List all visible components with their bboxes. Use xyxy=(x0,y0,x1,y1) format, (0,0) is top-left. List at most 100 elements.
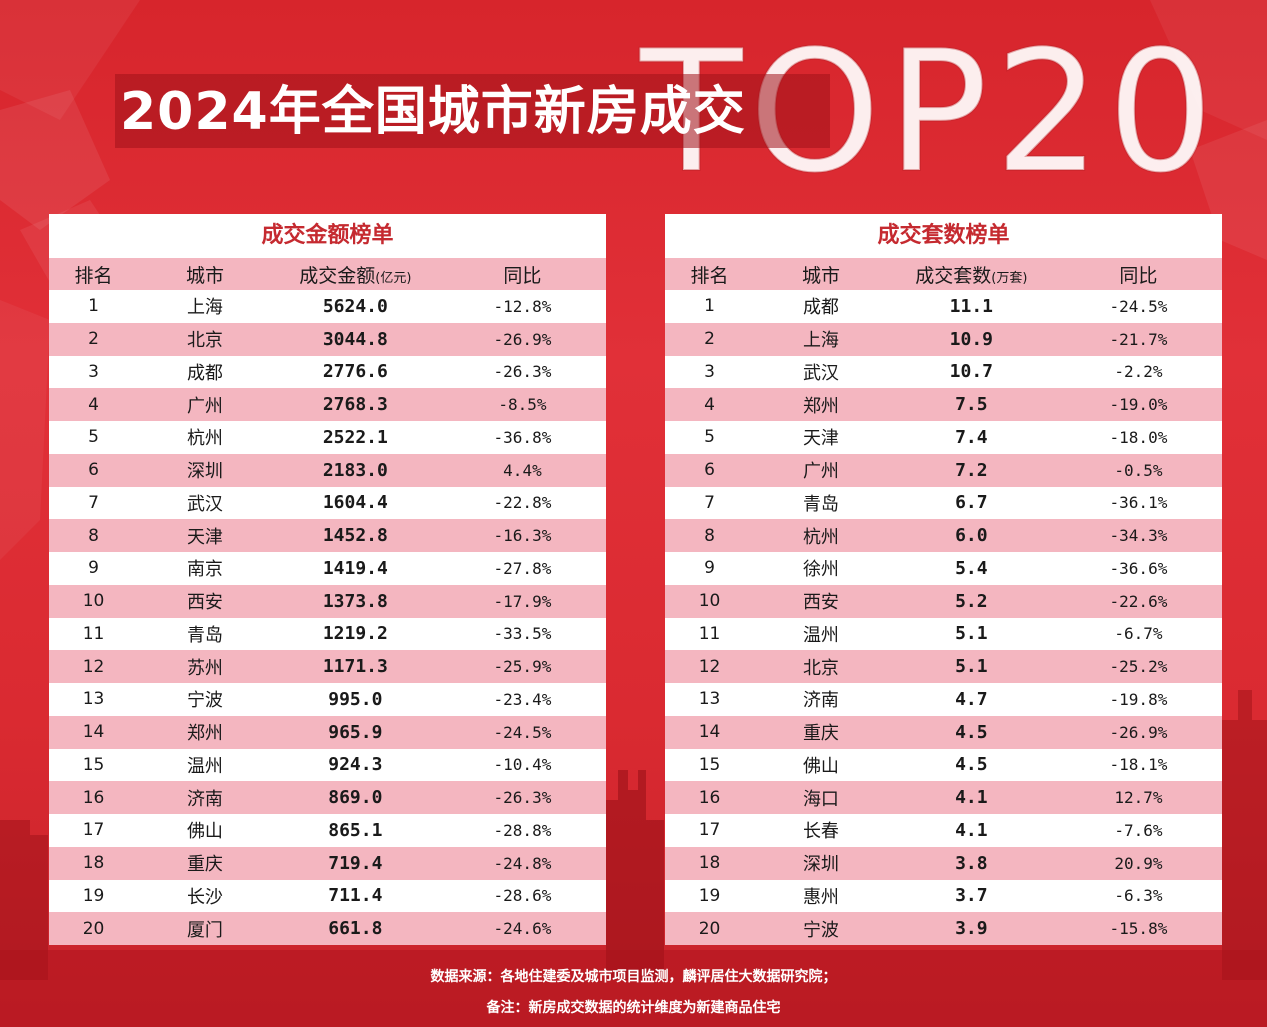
table-row: 19 长沙 711.4 -28.6% xyxy=(49,879,606,913)
value-cell: 6.7 xyxy=(955,492,988,514)
value-cell: 4.1 xyxy=(955,787,988,809)
yoy-cell: -24.8% xyxy=(493,853,552,873)
yoy-cell: -26.9% xyxy=(493,329,552,349)
table-header-row: 排名 城市 成交金额(亿元) 同比 xyxy=(49,258,606,290)
table-row: 20 宁波 3.9 -15.8% xyxy=(665,912,1222,945)
city-cell: 杭州 xyxy=(802,526,839,548)
value-cell: 4.1 xyxy=(955,819,988,841)
table-row: 11 温州 5.1 -6.7% xyxy=(665,617,1222,651)
yoy-cell: -17.9% xyxy=(493,591,552,611)
city-cell: 佛山 xyxy=(186,821,223,843)
yoy-cell: -36.1% xyxy=(1109,493,1168,513)
city-cell: 南京 xyxy=(186,559,223,581)
yoy-cell: -19.0% xyxy=(1109,395,1168,415)
amount-panel-title: 成交金额榜单 xyxy=(49,214,606,258)
header-city: 城市 xyxy=(185,264,224,287)
yoy-cell: -22.8% xyxy=(493,493,552,513)
city-cell: 上海 xyxy=(186,297,223,319)
rank-cell: 12 xyxy=(82,656,105,677)
city-cell: 宁波 xyxy=(186,690,223,712)
rank-cell: 5 xyxy=(704,427,715,448)
yoy-cell: -36.8% xyxy=(493,427,552,447)
rank-cell: 11 xyxy=(82,623,105,644)
city-cell: 成都 xyxy=(186,362,223,384)
rank-cell: 19 xyxy=(698,885,721,906)
city-cell: 惠州 xyxy=(802,886,839,908)
footer-note: 备注：新房成交数据的统计维度为新建商品住宅 xyxy=(486,1000,781,1016)
city-cell: 宁波 xyxy=(802,919,839,941)
rank-cell: 1 xyxy=(88,296,99,317)
value-cell: 865.1 xyxy=(328,819,383,841)
yoy-cell: 12.7% xyxy=(1114,788,1163,808)
rank-cell: 20 xyxy=(698,918,721,939)
table-row: 4 郑州 7.5 -19.0% xyxy=(665,388,1222,421)
value-cell: 4.7 xyxy=(955,688,988,710)
value-cell: 10.9 xyxy=(949,328,993,350)
yoy-cell: -6.7% xyxy=(1114,624,1163,644)
rank-cell: 9 xyxy=(704,558,715,579)
city-cell: 青岛 xyxy=(802,493,839,515)
yoy-cell: -33.5% xyxy=(493,624,552,644)
value-cell: 4.5 xyxy=(955,754,988,776)
value-cell: 6.0 xyxy=(955,525,988,547)
city-cell: 海口 xyxy=(802,788,839,810)
city-cell: 武汉 xyxy=(186,493,223,515)
value-cell: 1171.3 xyxy=(322,656,388,678)
city-cell: 上海 xyxy=(802,330,839,352)
value-cell: 2522.1 xyxy=(322,426,388,448)
rank-cell: 12 xyxy=(698,656,721,677)
value-cell: 1373.8 xyxy=(322,590,388,612)
city-cell: 长沙 xyxy=(186,886,223,908)
yoy-cell: -0.5% xyxy=(1114,460,1163,480)
rank-cell: 18 xyxy=(698,853,721,874)
rank-cell: 16 xyxy=(82,787,105,808)
value-cell: 5.1 xyxy=(955,623,988,645)
table-row: 11 青岛 1219.2 -33.5% xyxy=(49,617,606,651)
value-cell: 1219.2 xyxy=(322,623,388,645)
yoy-cell: -36.6% xyxy=(1109,558,1168,578)
header-amount: 成交金额(亿元) xyxy=(272,258,439,290)
rank-cell: 2 xyxy=(88,329,99,350)
yoy-cell: -22.6% xyxy=(1109,591,1168,611)
footer-source: 数据来源：各地住建委及城市项目监测，麟评居住大数据研究院； xyxy=(430,969,837,985)
value-cell: 719.4 xyxy=(328,852,383,874)
city-cell: 广州 xyxy=(186,395,223,417)
table-row: 6 广州 7.2 -0.5% xyxy=(665,453,1222,487)
yoy-cell: -10.4% xyxy=(493,755,552,775)
rank-cell: 18 xyxy=(82,853,105,874)
city-cell: 重庆 xyxy=(186,854,223,876)
units-table-body: 1 成都 11.1 -24.5% 2 上海 10.9 -21.7% 3 武汉 10.7 -2.2% 4 郑… xyxy=(665,290,1222,945)
city-cell: 深圳 xyxy=(186,461,223,483)
rank-cell: 10 xyxy=(698,591,721,612)
rank-cell: 9 xyxy=(88,558,99,579)
city-cell: 深圳 xyxy=(802,854,839,876)
amount-table-body: 1 上海 5624.0 -12.8% 2 北京 3044.8 -26.9% 3 成都 2776.6 -… xyxy=(49,290,606,945)
table-row: 2 上海 10.9 -21.7% xyxy=(665,322,1222,356)
city-cell: 长春 xyxy=(802,821,839,843)
rank-cell: 17 xyxy=(82,820,105,841)
header-units-unit: (万套) xyxy=(991,270,1028,286)
rank-cell: 16 xyxy=(698,787,721,808)
table-header-row: 排名 城市 成交套数(万套) 同比 xyxy=(665,258,1222,290)
city-cell: 天津 xyxy=(802,428,839,450)
table-row: 10 西安 5.2 -22.6% xyxy=(665,584,1222,618)
value-cell: 3.7 xyxy=(955,885,988,907)
value-cell: 5.4 xyxy=(955,557,988,579)
yoy-cell: 4.4% xyxy=(503,460,542,480)
city-cell: 佛山 xyxy=(802,755,839,777)
city-cell: 西安 xyxy=(802,592,839,614)
value-cell: 5.1 xyxy=(955,656,988,678)
city-cell: 青岛 xyxy=(186,624,223,646)
header-rank: 排名 xyxy=(74,264,113,287)
header-units: 成交套数(万套) xyxy=(888,258,1055,290)
yoy-cell: -21.7% xyxy=(1109,329,1168,349)
table-row: 14 郑州 965.9 -24.5% xyxy=(49,715,606,749)
value-cell: 965.9 xyxy=(328,721,383,743)
value-cell: 1452.8 xyxy=(322,525,388,547)
yoy-cell: -28.6% xyxy=(493,886,552,906)
rank-cell: 14 xyxy=(82,722,105,743)
value-cell: 1419.4 xyxy=(322,557,388,579)
rank-cell: 11 xyxy=(698,623,721,644)
table-row: 16 济南 869.0 -26.3% xyxy=(49,781,606,814)
table-row: 17 长春 4.1 -7.6% xyxy=(665,814,1222,847)
